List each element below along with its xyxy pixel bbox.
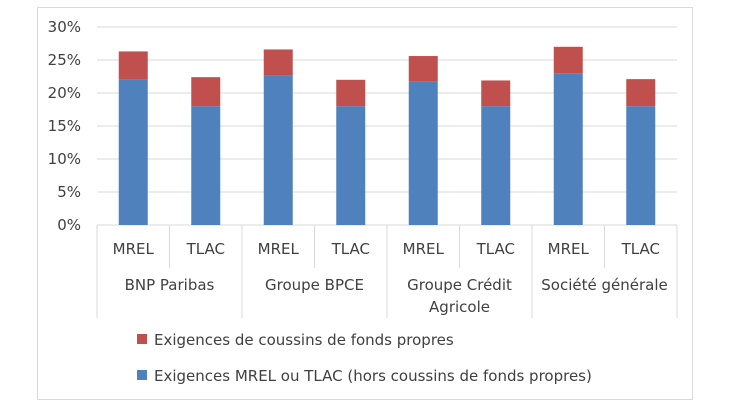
bar-base-requirement bbox=[626, 106, 656, 225]
bar-capital-buffer bbox=[336, 79, 366, 107]
bar-base-requirement bbox=[481, 106, 511, 225]
y-tick-label: 25% bbox=[48, 51, 81, 69]
bar-base-requirement bbox=[191, 106, 221, 225]
bar-capital-buffer bbox=[118, 51, 148, 80]
x-tick-label: TLAC bbox=[621, 240, 660, 258]
x-tick-label: TLAC bbox=[476, 240, 515, 258]
legend-label: Exigences de coussins de fonds propres bbox=[154, 331, 454, 349]
x-tick-label: TLAC bbox=[331, 240, 370, 258]
y-tick-label: 0% bbox=[57, 216, 81, 234]
group-label: Agricole bbox=[429, 298, 490, 316]
group-label: Groupe Crédit bbox=[407, 276, 512, 294]
legend-swatch bbox=[137, 334, 147, 344]
bar-base-requirement bbox=[553, 73, 583, 225]
x-tick-label: MREL bbox=[113, 240, 155, 258]
bar-capital-buffer bbox=[481, 80, 511, 107]
bar-capital-buffer bbox=[553, 46, 583, 74]
bar-base-requirement bbox=[408, 81, 438, 225]
legend-label: Exigences MREL ou TLAC (hors coussins de… bbox=[154, 367, 592, 385]
x-tick-label: TLAC bbox=[186, 240, 225, 258]
y-tick-label: 10% bbox=[48, 150, 81, 168]
bar-base-requirement bbox=[336, 106, 366, 225]
y-tick-label: 15% bbox=[48, 117, 81, 135]
y-tick-label: 5% bbox=[57, 183, 81, 201]
group-label: Groupe BPCE bbox=[265, 276, 364, 294]
x-tick-label: MREL bbox=[403, 240, 445, 258]
legend-swatch bbox=[137, 370, 147, 380]
x-tick-label: MREL bbox=[258, 240, 300, 258]
x-tick-label: MREL bbox=[548, 240, 590, 258]
bar-capital-buffer bbox=[263, 49, 293, 76]
y-tick-label: 30% bbox=[48, 18, 81, 36]
group-label: Société générale bbox=[541, 276, 667, 294]
bar-base-requirement bbox=[263, 75, 293, 225]
bar-base-requirement bbox=[118, 79, 148, 225]
y-tick-label: 20% bbox=[48, 84, 81, 102]
bar-capital-buffer bbox=[626, 79, 656, 107]
group-label: BNP Paribas bbox=[125, 276, 215, 294]
bar-capital-buffer bbox=[191, 77, 221, 107]
bar-capital-buffer bbox=[408, 56, 438, 82]
